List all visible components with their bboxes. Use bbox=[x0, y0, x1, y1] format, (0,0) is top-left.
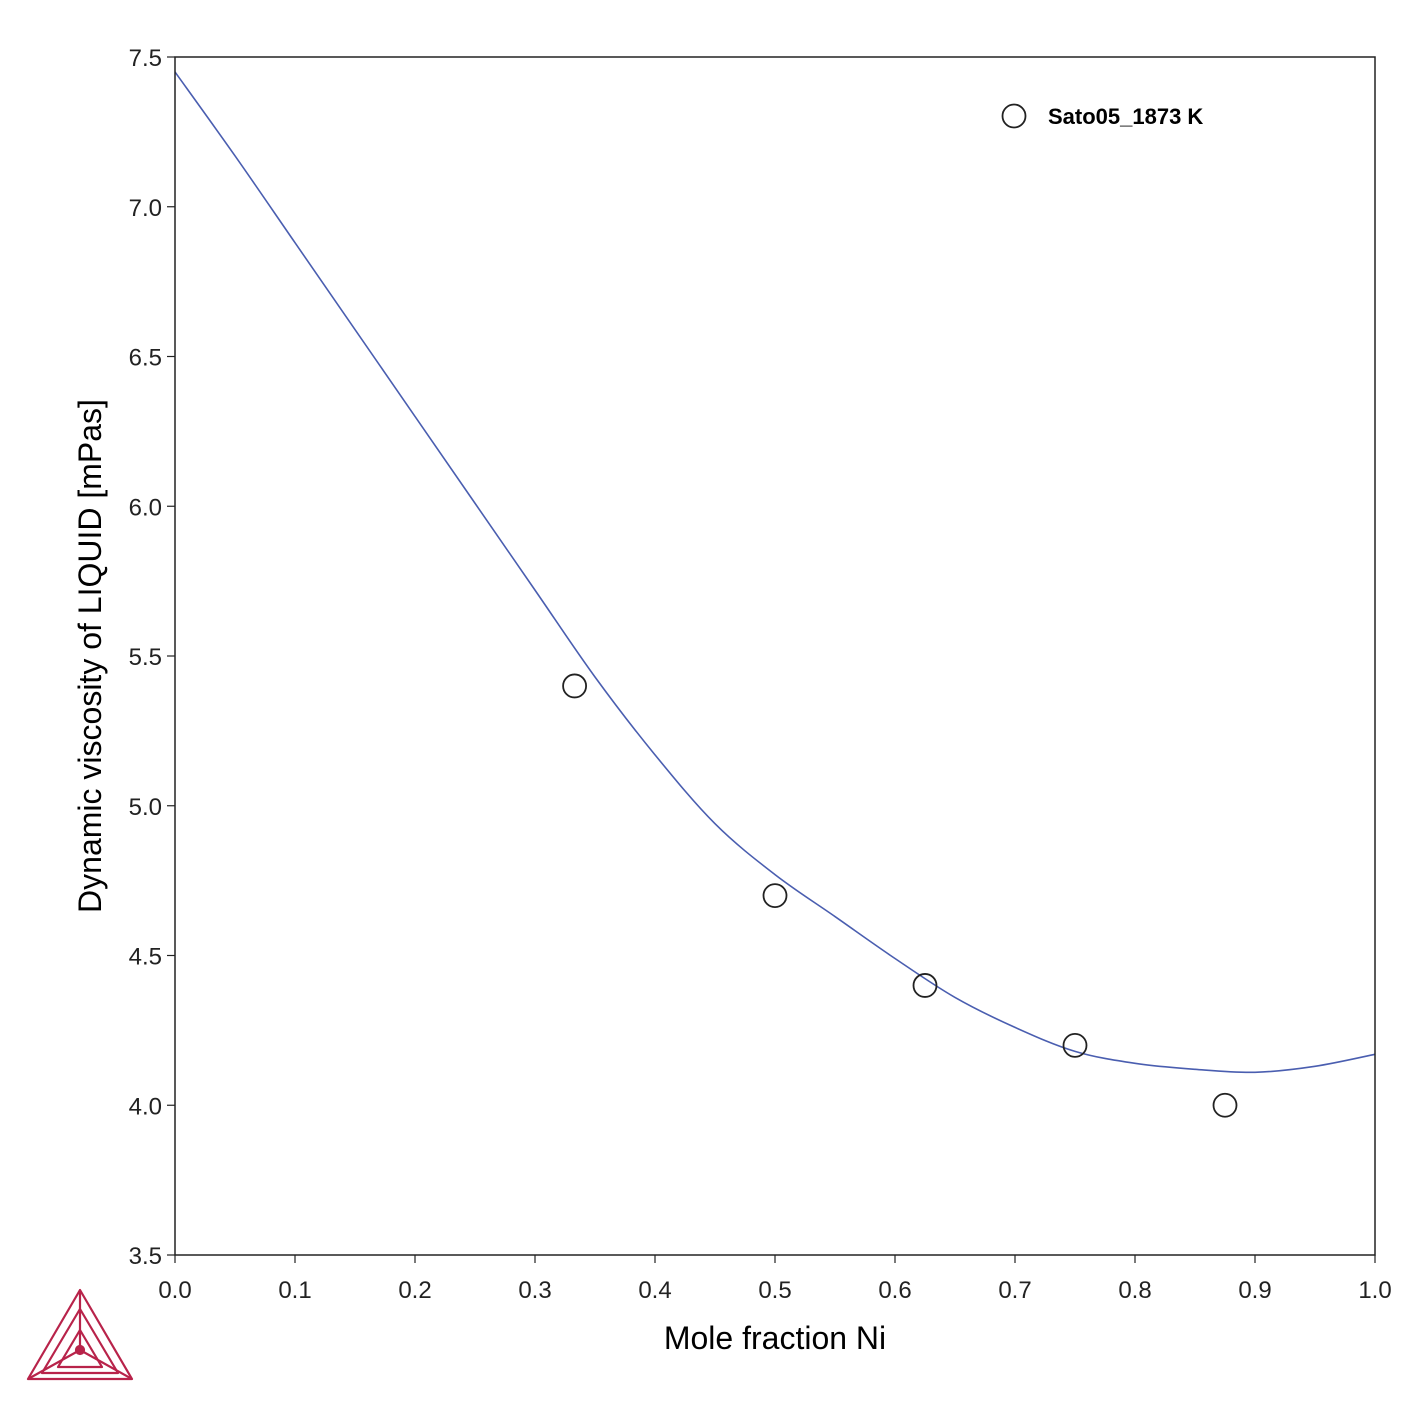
x-tick-label: 0.8 bbox=[1118, 1277, 1151, 1304]
x-axis-title: Mole fraction Ni bbox=[664, 1320, 886, 1356]
data-point bbox=[762, 883, 788, 908]
y-axis-title: Dynamic viscosity of LIQUID [mPas] bbox=[72, 399, 108, 913]
data-point bbox=[562, 673, 587, 699]
y-tick-label: 5.5 bbox=[129, 644, 162, 671]
y-tick-label: 5.0 bbox=[129, 794, 162, 821]
thermo-calc-logo-icon bbox=[26, 1288, 134, 1381]
y-tick-label: 4.0 bbox=[129, 1093, 162, 1120]
x-tick-label: 0.1 bbox=[278, 1277, 311, 1304]
x-tick-label: 0.6 bbox=[878, 1277, 911, 1304]
x-axis: 0.0 0.1 0.2 0.3 0.4 0.5 0.6 0.7 0.8 0.9 1.0 bbox=[158, 1255, 1392, 1304]
legend-marker-circle bbox=[1001, 103, 1027, 129]
calculated-viscosity-line bbox=[174, 71, 1376, 1074]
data-point bbox=[1212, 1092, 1238, 1118]
curve-layer bbox=[174, 71, 1376, 1074]
data-point bbox=[1062, 1032, 1088, 1058]
data-point bbox=[912, 973, 938, 998]
points-layer bbox=[562, 673, 1238, 1118]
legend: Sato05_1873 K bbox=[1001, 103, 1203, 129]
x-tick-label: 0.2 bbox=[398, 1277, 431, 1304]
x-tick-label: 0.4 bbox=[638, 1277, 671, 1304]
y-tick-label: 7.5 bbox=[129, 45, 162, 72]
x-tick-label: 0.9 bbox=[1238, 1277, 1271, 1304]
x-tick-label: 0.7 bbox=[998, 1277, 1031, 1304]
y-tick-label: 3.5 bbox=[129, 1243, 162, 1270]
x-tick-label: 0.0 bbox=[158, 1277, 191, 1304]
x-tick-label: 1.0 bbox=[1358, 1277, 1391, 1304]
y-axis: 3.5 4.0 4.5 5.0 5.5 6.0 6.5 7.0 7.5 bbox=[129, 45, 175, 1270]
y-tick-label: 6.0 bbox=[129, 494, 162, 521]
x-tick-label: 0.3 bbox=[518, 1277, 551, 1304]
x-tick-label: 0.5 bbox=[758, 1277, 791, 1304]
legend-label: Sato05_1873 K bbox=[1048, 104, 1203, 129]
y-tick-label: 4.5 bbox=[129, 944, 162, 971]
y-tick-label: 6.5 bbox=[129, 345, 162, 372]
y-tick-label: 7.0 bbox=[129, 195, 162, 222]
